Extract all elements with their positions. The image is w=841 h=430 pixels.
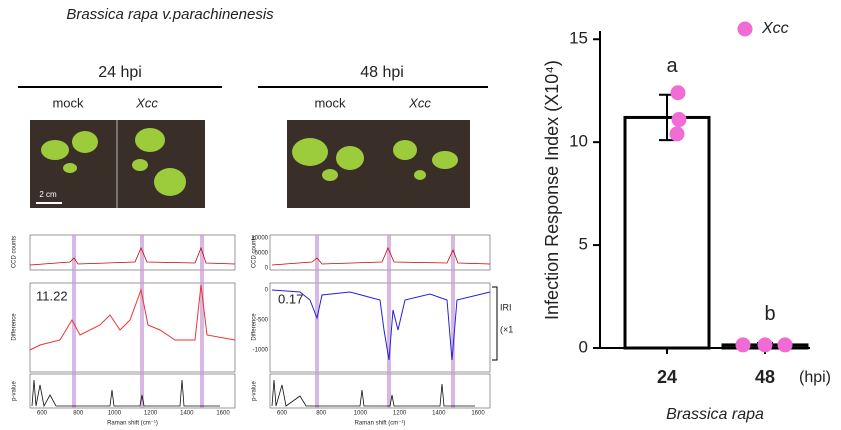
condition-label: mock	[52, 95, 84, 110]
x-unit: (hpi)	[799, 369, 831, 386]
spectrum-x-tick: 1600	[471, 411, 485, 417]
y-tick-label: 0	[579, 337, 588, 356]
spectrum-y-label: Difference	[252, 313, 258, 341]
bar	[623, 115, 711, 350]
pvalue-trace	[271, 379, 475, 407]
spectrum-x-tick: 1000	[108, 411, 122, 417]
panel-header: 48 hpi	[360, 64, 404, 81]
y-axis-label: Infection Response Index (X10⁴)	[542, 60, 562, 320]
significance-letter: b	[764, 303, 775, 325]
difference-tick: 0	[265, 288, 269, 294]
data-point	[669, 126, 685, 142]
panel-header: 24 hpi	[98, 64, 142, 81]
x-axis-label: Brassica rapa	[666, 406, 764, 423]
spectrum-x-tick: 1400	[432, 411, 446, 417]
ccd-tick: 10000	[251, 236, 268, 242]
y-tick-label: 10	[569, 132, 588, 151]
seedling	[292, 138, 458, 181]
data-point	[671, 112, 687, 128]
spectrum-x-tick: 1400	[180, 411, 194, 417]
difference-tick: -500	[256, 318, 269, 324]
condition-label: Xcc	[135, 95, 158, 110]
spectra-frames	[269, 234, 491, 409]
condition-label: mock	[314, 95, 346, 110]
difference-value: 11.22	[36, 288, 68, 303]
difference-trace	[29, 284, 236, 351]
difference-value: 0.17	[278, 291, 303, 306]
data-point	[670, 85, 686, 101]
pvalue-trace	[31, 379, 220, 408]
spectrum-x-tick: 1600	[216, 411, 230, 417]
spectrum-y-label: p-value	[12, 381, 18, 401]
seedling	[41, 128, 186, 196]
spectrum-x-tick: 800	[73, 411, 84, 417]
spectrum-y-label: CCD counts	[12, 236, 18, 268]
data-point	[735, 337, 751, 353]
spectrum-y-label: p-value	[252, 381, 258, 401]
data-point	[777, 337, 793, 353]
iri-unit: (×1	[500, 324, 513, 334]
difference-tick: -1000	[253, 348, 269, 354]
spectrum-x-tick: 600	[37, 411, 48, 417]
data-point	[757, 337, 773, 353]
legend-label: Xcc	[761, 20, 789, 37]
highlight-bands	[315, 235, 455, 408]
bracket	[492, 286, 498, 361]
spectrum-x-tick: 600	[277, 411, 288, 417]
y-tick-label: 5	[579, 235, 588, 254]
spectrum-x-tick: 800	[316, 411, 327, 417]
legend-marker	[737, 21, 753, 37]
spectrum-y-label: CCD counts	[252, 236, 258, 268]
spectrum-x-tick: 1000	[354, 411, 368, 417]
condition-label: Xcc	[408, 95, 431, 110]
spectrum-x-label: Raman shift (cm⁻¹)	[107, 421, 158, 427]
spectrum-trace	[271, 246, 491, 266]
x-tick-label: 48	[755, 367, 775, 387]
difference-trace	[271, 289, 491, 361]
ccd-tick: 5000	[255, 251, 269, 257]
spectrum-x-tick: 1200	[393, 411, 407, 417]
spectrum-x-tick: 1200	[144, 411, 158, 417]
significance-letter: a	[666, 55, 678, 77]
spectrum-trace	[29, 246, 236, 266]
ccd-tick: 0	[265, 266, 269, 272]
iri-label: IRI	[500, 302, 512, 312]
scale-bar-label: 2 cm	[39, 190, 57, 199]
highlight-bands	[72, 235, 204, 408]
x-tick-label: 24	[657, 367, 677, 387]
figure-title: Brassica rapa v.parachinenesis	[66, 6, 274, 23]
y-tick-label: 15	[569, 29, 588, 48]
spectrum-y-label: Difference	[12, 313, 18, 341]
spectra-frames	[29, 234, 236, 409]
spectrum-x-label: Raman shift (cm⁻¹)	[355, 421, 406, 427]
